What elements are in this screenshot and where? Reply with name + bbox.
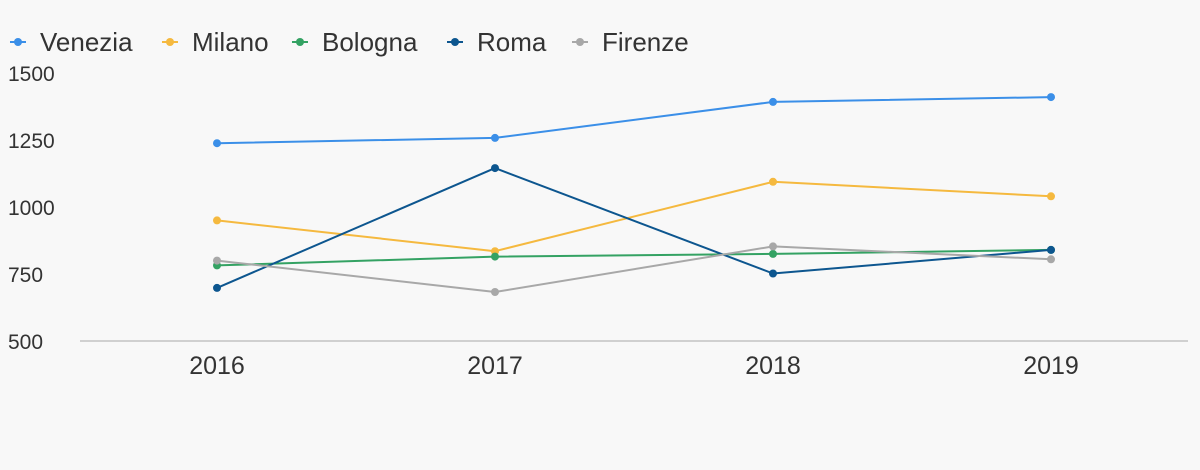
data-point-milano-2019[interactable] <box>1047 192 1055 201</box>
series-line-bologna <box>216 248 1052 267</box>
data-point-firenze-2016[interactable] <box>213 256 221 265</box>
legend-swatch-marker <box>296 38 304 46</box>
x-axis: 2016 2017 2018 2019 <box>80 340 1188 380</box>
series-firenze <box>213 242 1055 296</box>
x-tick-label: 2019 <box>1023 352 1079 380</box>
y-tick-label: 750 <box>8 264 43 287</box>
legend-swatch-marker <box>451 38 459 46</box>
legend: Venezia Milano Bologna Roma Firenze <box>10 27 689 57</box>
series-roma <box>213 164 1055 292</box>
legend-label: Milano <box>192 27 269 57</box>
legend-swatch-marker <box>166 38 174 46</box>
legend-item-roma[interactable]: Roma <box>447 27 547 57</box>
legend-item-firenze[interactable]: Firenze <box>572 27 689 57</box>
series-line-roma <box>216 167 1052 289</box>
y-tick-label: 1250 <box>8 130 55 153</box>
y-tick-label: 500 <box>8 331 43 354</box>
series-milano <box>213 177 1055 256</box>
y-axis: 500 750 1000 1250 1500 <box>8 63 55 354</box>
data-point-roma-2016[interactable] <box>213 283 221 292</box>
data-point-roma-2017[interactable] <box>491 164 499 173</box>
x-tick-label: 2016 <box>189 352 245 380</box>
data-point-venezia-2016[interactable] <box>213 139 221 148</box>
legend-swatch-marker <box>576 38 584 46</box>
data-point-milano-2018[interactable] <box>769 177 777 186</box>
data-point-firenze-2019[interactable] <box>1047 255 1055 264</box>
legend-label: Bologna <box>322 27 418 57</box>
data-point-firenze-2017[interactable] <box>491 288 499 296</box>
y-tick-label: 1500 <box>8 63 55 86</box>
series-line-milano <box>216 180 1052 253</box>
data-point-bologna-2017[interactable] <box>491 252 499 261</box>
legend-label: Venezia <box>40 27 133 57</box>
data-point-firenze-2018[interactable] <box>769 242 777 251</box>
series-bologna <box>213 245 1055 270</box>
data-point-bologna-2018[interactable] <box>769 249 777 258</box>
series-venezia <box>213 93 1055 148</box>
legend-label: Firenze <box>602 27 689 57</box>
legend-swatch-marker <box>14 38 22 46</box>
data-point-venezia-2019[interactable] <box>1047 93 1055 102</box>
series-line-venezia <box>216 96 1052 145</box>
data-point-venezia-2017[interactable] <box>491 133 499 142</box>
data-point-roma-2019[interactable] <box>1047 245 1055 254</box>
legend-item-venezia[interactable]: Venezia <box>10 27 133 57</box>
data-point-milano-2016[interactable] <box>213 216 221 225</box>
series-group <box>213 93 1055 296</box>
x-tick-label: 2018 <box>745 352 801 380</box>
legend-item-milano[interactable]: Milano <box>162 27 269 57</box>
x-tick-label: 2017 <box>467 352 523 380</box>
data-point-venezia-2018[interactable] <box>769 97 777 106</box>
y-tick-label: 1000 <box>8 197 55 220</box>
data-point-roma-2018[interactable] <box>769 269 777 278</box>
series-line-firenze <box>216 245 1052 293</box>
legend-label: Roma <box>477 27 547 57</box>
legend-item-bologna[interactable]: Bologna <box>292 27 418 57</box>
